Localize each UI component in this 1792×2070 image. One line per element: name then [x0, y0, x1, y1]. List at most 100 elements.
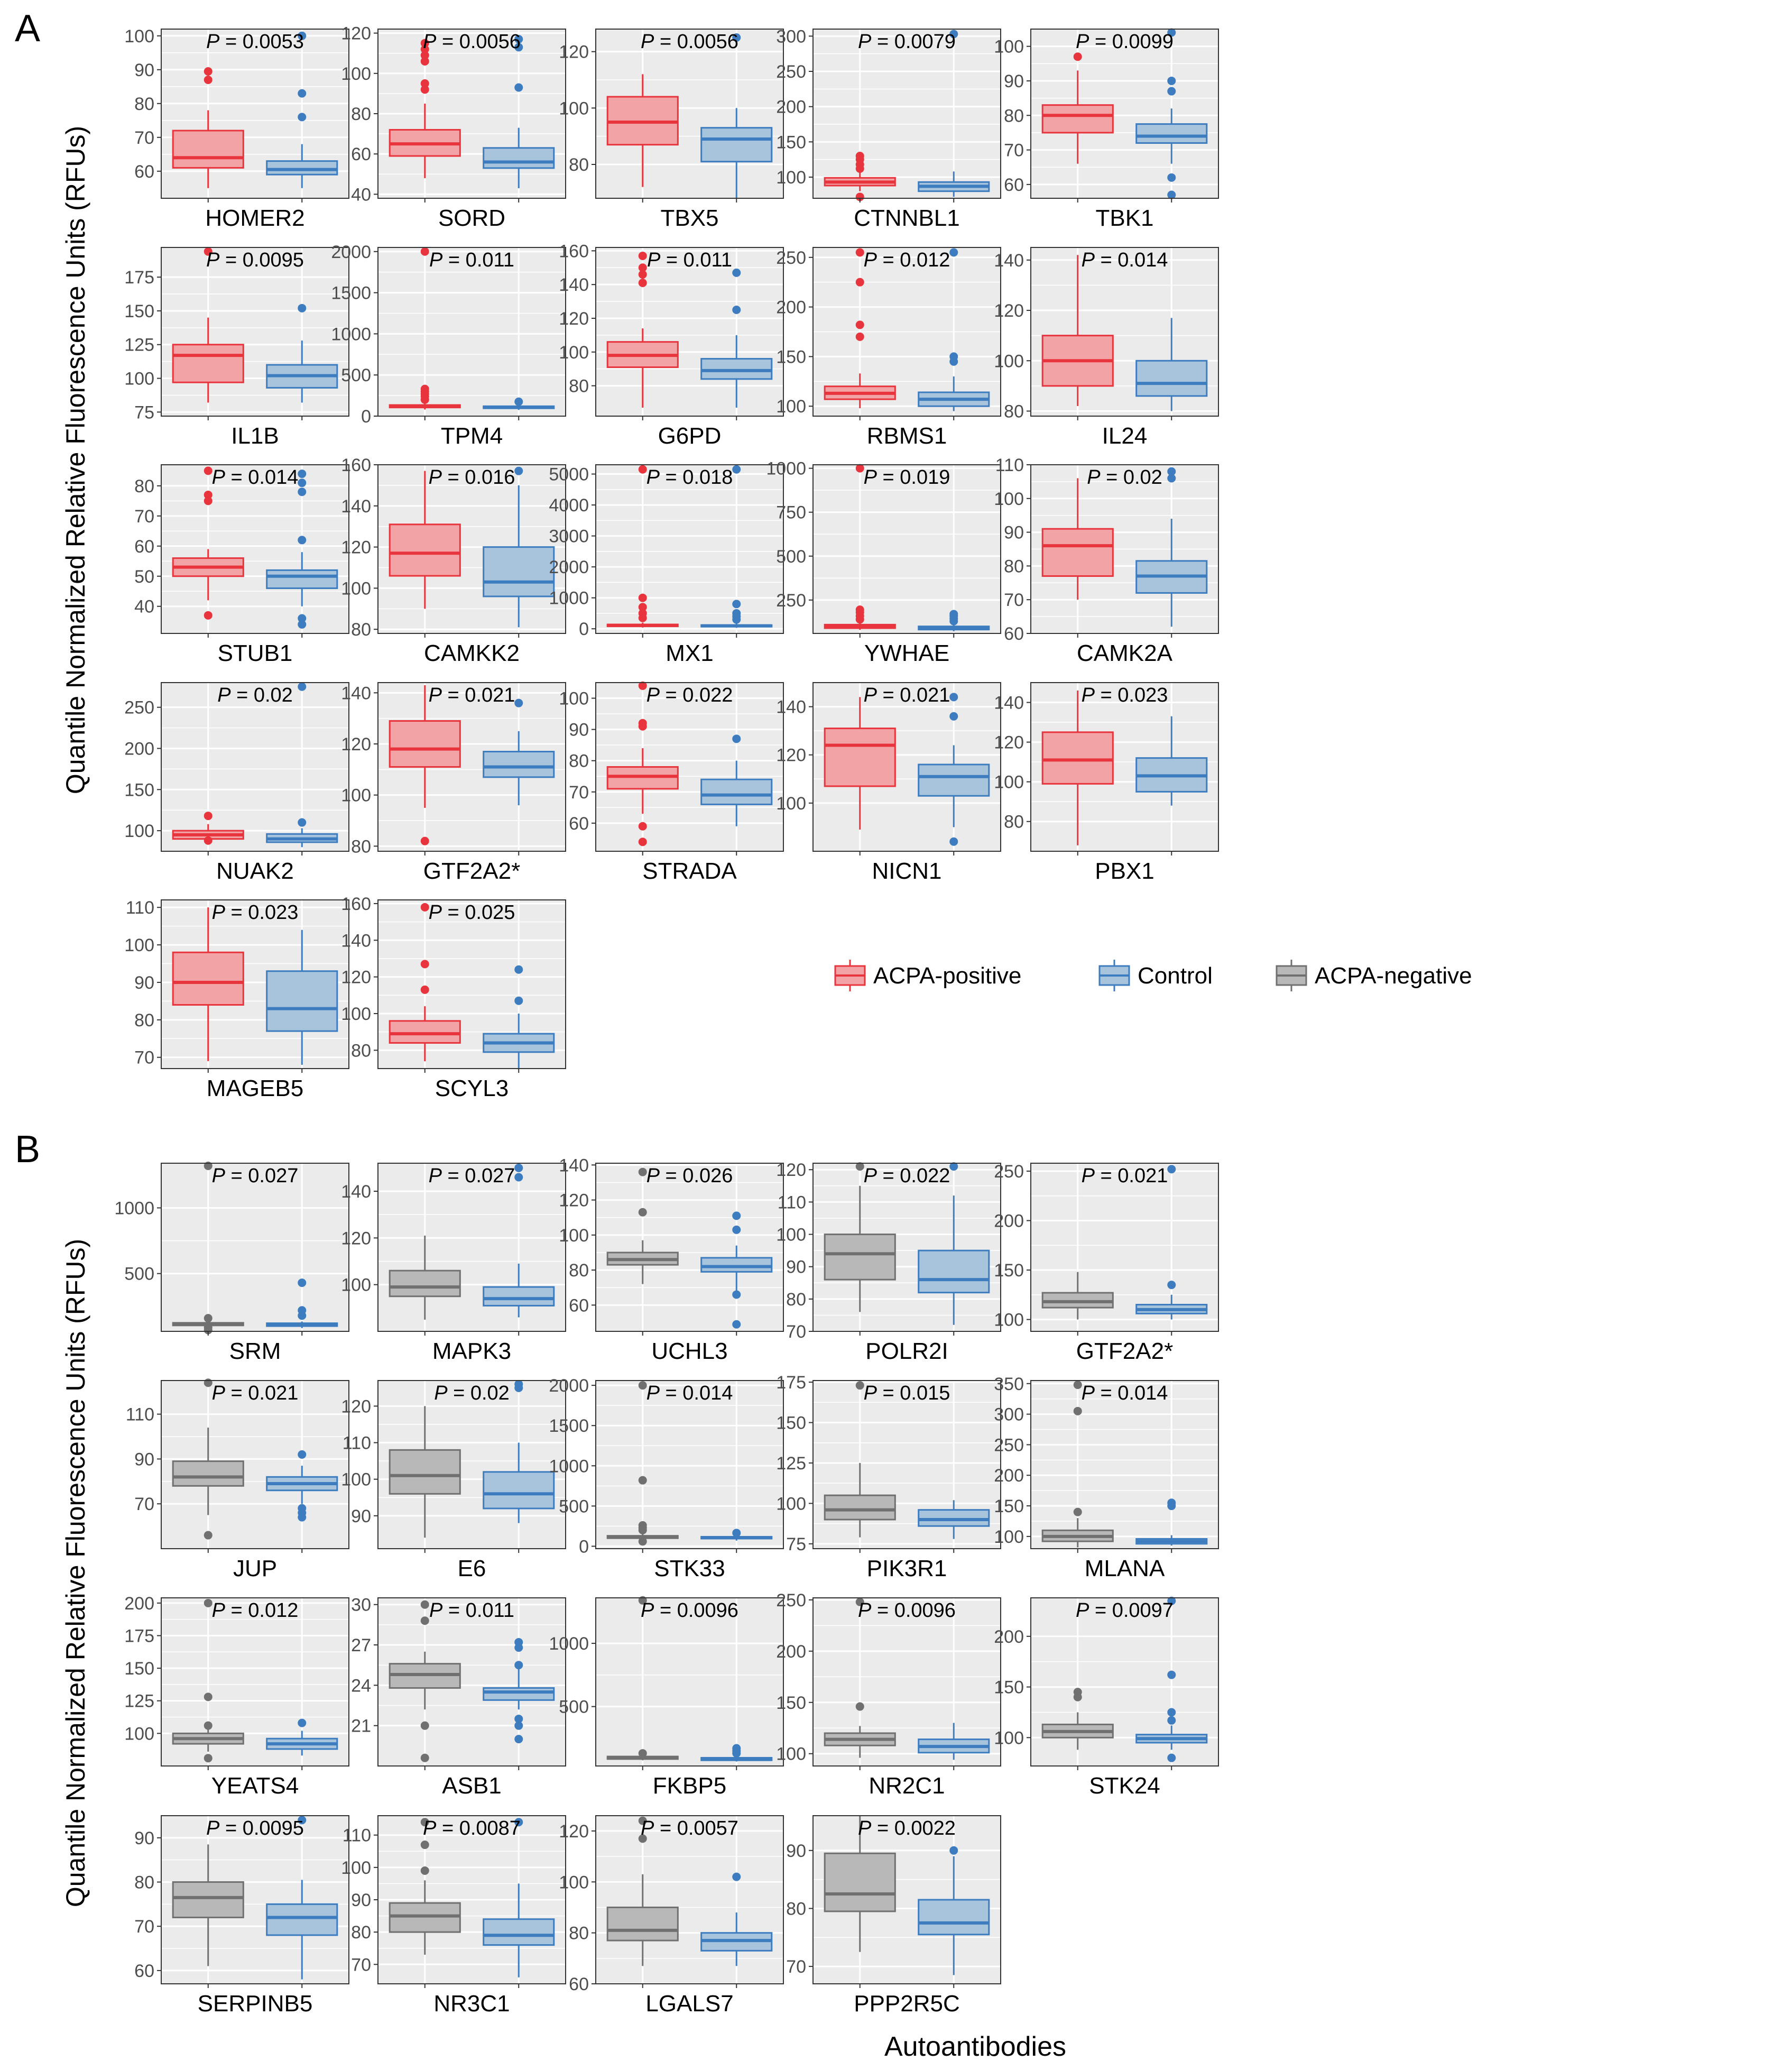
y-tick-label: 100: [341, 1470, 371, 1490]
y-tick-label: 70: [569, 783, 589, 803]
y-tick-label: 120: [559, 1821, 589, 1842]
y-tick-label: 24: [351, 1676, 371, 1696]
outlier-point: [420, 85, 429, 94]
outlier-point: [204, 1378, 213, 1387]
panel-border: [377, 247, 566, 417]
panel-border: [377, 1380, 566, 1549]
iqr-box: [700, 778, 773, 805]
box-acpa-positive: [824, 152, 896, 201]
gene-label: CAMKK2: [424, 640, 520, 666]
outlier-point: [1167, 173, 1176, 182]
outlier-point: [638, 609, 647, 618]
p-value-label: P = 0.021: [429, 684, 515, 706]
y-tick-label: 100: [994, 1527, 1024, 1547]
outlier-point: [638, 270, 647, 279]
p-value-label: P = 0.015: [864, 1382, 950, 1404]
y-tick-label: 100: [994, 489, 1024, 509]
box-control: [1135, 1596, 1208, 1762]
iqr-box: [918, 1249, 990, 1294]
y-axis-title-a: Quantile Normalized Relative Fluorescenc…: [61, 126, 90, 794]
box-control: [483, 698, 555, 805]
iqr-box: [824, 1852, 896, 1912]
outlier-point: [420, 1721, 429, 1730]
panel-border: [595, 247, 784, 417]
box-acpa-positive: [606, 251, 679, 408]
outlier-point: [1167, 1498, 1176, 1507]
y-tick-label: 100: [124, 26, 154, 47]
iqr-box: [389, 1449, 461, 1495]
y-tick-label: 80: [786, 1290, 806, 1310]
box-control: [483, 1163, 555, 1318]
y-tick-label: 27: [351, 1635, 371, 1655]
y-tick-label: 80: [569, 751, 589, 771]
y-tick-label: 4000: [549, 495, 589, 516]
y-tick-label: 80: [569, 155, 589, 175]
panel-border: [161, 247, 349, 417]
iqr-box: [700, 358, 773, 380]
box-acpa-negative: [389, 1235, 461, 1320]
subplot-a-nuak2: 100 150 200 250 P = 0.02 NUAK2: [124, 682, 349, 884]
y-tick-label: 200: [994, 1627, 1024, 1647]
outlier-point: [949, 248, 958, 257]
plot-background: [596, 1163, 783, 1331]
y-tick-label: 120: [776, 746, 806, 766]
iqr-box: [389, 523, 461, 577]
y-tick-label: 120: [341, 24, 371, 44]
y-tick-label: 80: [351, 104, 371, 124]
gene-label: PBX1: [1095, 858, 1154, 884]
y-tick-label: 140: [994, 693, 1024, 713]
gene-label: SCYL3: [435, 1075, 509, 1101]
subplot-b-nr3c1: 70 80 90 100 110 P = 0.0087 NR3C1: [341, 1815, 566, 2017]
y-tick-label: 1000: [549, 1456, 589, 1476]
y-tick-label: 150: [124, 301, 154, 321]
box-control: [266, 682, 338, 848]
box-acpa-negative: [1041, 1272, 1114, 1320]
outlier-point: [732, 1529, 741, 1538]
outlier-point: [638, 1167, 647, 1176]
iqr-box: [700, 1257, 773, 1273]
subplot-b-yeats4: 100 125 150 175 200 P = 0.012 YEATS4: [124, 1594, 349, 1799]
outlier-point: [949, 712, 958, 721]
y-tick-label: 100: [994, 772, 1024, 793]
subplot-a-tbk1: 60 70 80 90 100 P = 0.0099 TBK1: [994, 28, 1219, 231]
box-control: [266, 31, 338, 188]
y-tick-label: 80: [134, 476, 154, 496]
outlier-point: [514, 698, 523, 707]
outlier-point: [1167, 1165, 1176, 1174]
p-value-label: P = 0.014: [212, 466, 299, 489]
gene-label: NUAK2: [216, 858, 294, 884]
p-value-label: P = 0.02: [1087, 466, 1162, 489]
y-tick-label: 140: [559, 275, 589, 295]
p-value-label: P = 0.0056: [641, 31, 738, 53]
outlier-point: [855, 320, 864, 329]
outlier-point: [514, 1163, 523, 1172]
outlier-point: [514, 43, 523, 52]
gene-label: JUP: [233, 1556, 277, 1581]
subplot-b-stk24: 100 150 200 P = 0.0097 STK24: [994, 1596, 1219, 1799]
y-tick-label: 110: [343, 1826, 371, 1846]
box-control: [700, 33, 773, 198]
outlier-point: [949, 610, 958, 619]
iqr-box: [266, 569, 338, 590]
panel-border: [377, 899, 566, 1069]
y-tick-label: 5000: [549, 465, 589, 485]
iqr-box: [172, 130, 244, 169]
outlier-point: [949, 30, 958, 39]
panel-border: [377, 1597, 566, 1767]
y-tick-label: 70: [1004, 590, 1024, 610]
y-tick-label: 140: [341, 496, 371, 517]
y-tick-label: 200: [776, 1642, 806, 1662]
legend-item: ACPA-negative: [1276, 960, 1472, 991]
y-tick-label: 80: [351, 620, 371, 640]
outlier-point: [1167, 1708, 1176, 1717]
y-tick-label: 60: [351, 144, 371, 164]
y-axis-title-b: Quantile Normalized Relative Fluorescenc…: [61, 1239, 90, 1907]
legend-item: Control: [1098, 960, 1213, 991]
panel-border: [812, 682, 1001, 852]
y-tick-label: 90: [786, 1257, 806, 1277]
subplot-a-tbx5: 80 100 120 P = 0.0056 TBX5: [559, 29, 784, 231]
y-tick-label: 90: [569, 720, 589, 740]
box-acpa-negative: [824, 1162, 896, 1312]
box-control: [266, 930, 338, 1065]
